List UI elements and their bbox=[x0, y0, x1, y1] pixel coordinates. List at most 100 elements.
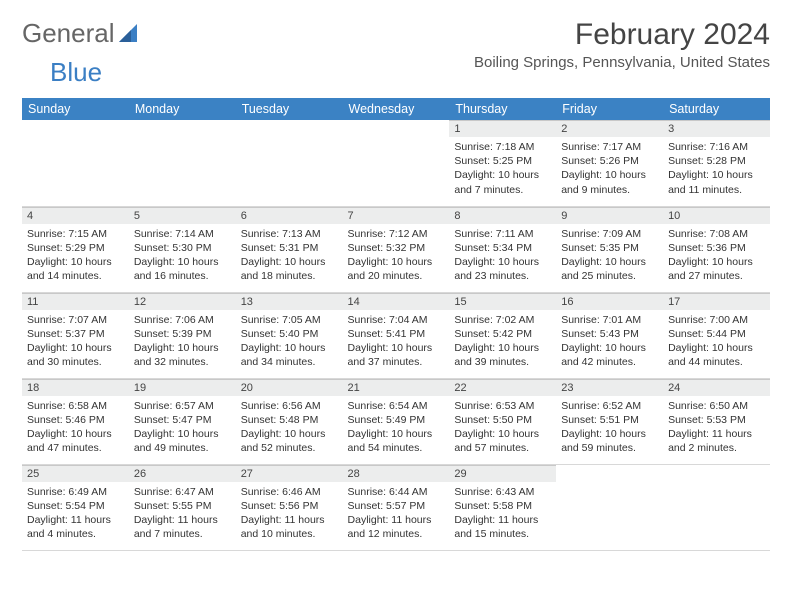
calendar-day-cell: 28Sunrise: 6:44 AMSunset: 5:57 PMDayligh… bbox=[343, 464, 450, 550]
sunset-line: Sunset: 5:41 PM bbox=[348, 327, 445, 341]
title-block: February 2024 Boiling Springs, Pennsylva… bbox=[474, 18, 770, 77]
sunset-line: Sunset: 5:47 PM bbox=[134, 413, 231, 427]
calendar-day-cell: 21Sunrise: 6:54 AMSunset: 5:49 PMDayligh… bbox=[343, 378, 450, 464]
day-number: 7 bbox=[343, 207, 450, 224]
day-number: 22 bbox=[449, 379, 556, 396]
sunrise-line: Sunrise: 6:53 AM bbox=[454, 399, 551, 413]
day-number: 16 bbox=[556, 293, 663, 310]
sunrise-line: Sunrise: 7:18 AM bbox=[454, 140, 551, 154]
day-number: 15 bbox=[449, 293, 556, 310]
day-number: 18 bbox=[22, 379, 129, 396]
calendar-day-cell: 23Sunrise: 6:52 AMSunset: 5:51 PMDayligh… bbox=[556, 378, 663, 464]
day-number: 12 bbox=[129, 293, 236, 310]
sunset-line: Sunset: 5:42 PM bbox=[454, 327, 551, 341]
daylight-line: Daylight: 10 hours and 25 minutes. bbox=[561, 255, 658, 283]
sunset-line: Sunset: 5:26 PM bbox=[561, 154, 658, 168]
sunrise-line: Sunrise: 7:06 AM bbox=[134, 313, 231, 327]
sunrise-line: Sunrise: 6:57 AM bbox=[134, 399, 231, 413]
calendar-day-cell: 29Sunrise: 6:43 AMSunset: 5:58 PMDayligh… bbox=[449, 464, 556, 550]
day-number: 4 bbox=[22, 207, 129, 224]
calendar-empty-cell bbox=[236, 120, 343, 206]
logo: General bbox=[22, 18, 143, 49]
day-details: Sunrise: 7:08 AMSunset: 5:36 PMDaylight:… bbox=[663, 224, 770, 288]
calendar-day-cell: 17Sunrise: 7:00 AMSunset: 5:44 PMDayligh… bbox=[663, 292, 770, 378]
sunrise-line: Sunrise: 7:02 AM bbox=[454, 313, 551, 327]
calendar-day-cell: 26Sunrise: 6:47 AMSunset: 5:55 PMDayligh… bbox=[129, 464, 236, 550]
sunrise-line: Sunrise: 6:47 AM bbox=[134, 485, 231, 499]
day-details: Sunrise: 7:07 AMSunset: 5:37 PMDaylight:… bbox=[22, 310, 129, 374]
daylight-line: Daylight: 10 hours and 11 minutes. bbox=[668, 168, 765, 196]
daylight-line: Daylight: 10 hours and 52 minutes. bbox=[241, 427, 338, 455]
calendar-day-cell: 27Sunrise: 6:46 AMSunset: 5:56 PMDayligh… bbox=[236, 464, 343, 550]
sunrise-line: Sunrise: 6:58 AM bbox=[27, 399, 124, 413]
daylight-line: Daylight: 11 hours and 4 minutes. bbox=[27, 513, 124, 541]
sunrise-line: Sunrise: 7:01 AM bbox=[561, 313, 658, 327]
calendar-empty-cell bbox=[343, 120, 450, 206]
calendar-day-cell: 6Sunrise: 7:13 AMSunset: 5:31 PMDaylight… bbox=[236, 206, 343, 292]
sunrise-line: Sunrise: 7:09 AM bbox=[561, 227, 658, 241]
calendar-empty-cell bbox=[663, 464, 770, 550]
calendar-week-row: 18Sunrise: 6:58 AMSunset: 5:46 PMDayligh… bbox=[22, 378, 770, 464]
calendar-day-cell: 20Sunrise: 6:56 AMSunset: 5:48 PMDayligh… bbox=[236, 378, 343, 464]
day-details: Sunrise: 7:16 AMSunset: 5:28 PMDaylight:… bbox=[663, 137, 770, 201]
sunrise-line: Sunrise: 6:46 AM bbox=[241, 485, 338, 499]
calendar-body: 1Sunrise: 7:18 AMSunset: 5:25 PMDaylight… bbox=[22, 120, 770, 550]
weekday-header: Monday bbox=[129, 98, 236, 120]
day-details: Sunrise: 7:02 AMSunset: 5:42 PMDaylight:… bbox=[449, 310, 556, 374]
day-number: 1 bbox=[449, 120, 556, 137]
day-number: 5 bbox=[129, 207, 236, 224]
calendar-empty-cell bbox=[556, 464, 663, 550]
day-number: 27 bbox=[236, 465, 343, 482]
sunset-line: Sunset: 5:50 PM bbox=[454, 413, 551, 427]
day-details: Sunrise: 6:47 AMSunset: 5:55 PMDaylight:… bbox=[129, 482, 236, 546]
day-details: Sunrise: 7:15 AMSunset: 5:29 PMDaylight:… bbox=[22, 224, 129, 288]
sunset-line: Sunset: 5:46 PM bbox=[27, 413, 124, 427]
day-details: Sunrise: 6:58 AMSunset: 5:46 PMDaylight:… bbox=[22, 396, 129, 460]
day-number: 29 bbox=[449, 465, 556, 482]
day-details: Sunrise: 6:43 AMSunset: 5:58 PMDaylight:… bbox=[449, 482, 556, 546]
day-number: 25 bbox=[22, 465, 129, 482]
day-number: 8 bbox=[449, 207, 556, 224]
logo-text-2: Blue bbox=[50, 57, 102, 88]
calendar-empty-cell bbox=[129, 120, 236, 206]
sunrise-line: Sunrise: 6:54 AM bbox=[348, 399, 445, 413]
calendar-day-cell: 13Sunrise: 7:05 AMSunset: 5:40 PMDayligh… bbox=[236, 292, 343, 378]
sunset-line: Sunset: 5:30 PM bbox=[134, 241, 231, 255]
sunrise-line: Sunrise: 7:00 AM bbox=[668, 313, 765, 327]
day-number: 28 bbox=[343, 465, 450, 482]
daylight-line: Daylight: 10 hours and 16 minutes. bbox=[134, 255, 231, 283]
calendar-empty-cell bbox=[22, 120, 129, 206]
calendar-day-cell: 14Sunrise: 7:04 AMSunset: 5:41 PMDayligh… bbox=[343, 292, 450, 378]
day-number: 20 bbox=[236, 379, 343, 396]
day-number: 9 bbox=[556, 207, 663, 224]
sunset-line: Sunset: 5:36 PM bbox=[668, 241, 765, 255]
calendar-week-row: 11Sunrise: 7:07 AMSunset: 5:37 PMDayligh… bbox=[22, 292, 770, 378]
daylight-line: Daylight: 11 hours and 12 minutes. bbox=[348, 513, 445, 541]
sunrise-line: Sunrise: 7:13 AM bbox=[241, 227, 338, 241]
daylight-line: Daylight: 10 hours and 23 minutes. bbox=[454, 255, 551, 283]
daylight-line: Daylight: 10 hours and 34 minutes. bbox=[241, 341, 338, 369]
day-number: 24 bbox=[663, 379, 770, 396]
sunrise-line: Sunrise: 6:44 AM bbox=[348, 485, 445, 499]
daylight-line: Daylight: 10 hours and 9 minutes. bbox=[561, 168, 658, 196]
weekday-header: Sunday bbox=[22, 98, 129, 120]
sunset-line: Sunset: 5:49 PM bbox=[348, 413, 445, 427]
daylight-line: Daylight: 10 hours and 18 minutes. bbox=[241, 255, 338, 283]
day-number: 13 bbox=[236, 293, 343, 310]
weekday-header: Saturday bbox=[663, 98, 770, 120]
sunset-line: Sunset: 5:40 PM bbox=[241, 327, 338, 341]
daylight-line: Daylight: 11 hours and 2 minutes. bbox=[668, 427, 765, 455]
day-details: Sunrise: 6:57 AMSunset: 5:47 PMDaylight:… bbox=[129, 396, 236, 460]
calendar-week-row: 4Sunrise: 7:15 AMSunset: 5:29 PMDaylight… bbox=[22, 206, 770, 292]
calendar-day-cell: 9Sunrise: 7:09 AMSunset: 5:35 PMDaylight… bbox=[556, 206, 663, 292]
calendar-day-cell: 5Sunrise: 7:14 AMSunset: 5:30 PMDaylight… bbox=[129, 206, 236, 292]
calendar-day-cell: 19Sunrise: 6:57 AMSunset: 5:47 PMDayligh… bbox=[129, 378, 236, 464]
sunset-line: Sunset: 5:58 PM bbox=[454, 499, 551, 513]
weekday-header-row: SundayMondayTuesdayWednesdayThursdayFrid… bbox=[22, 98, 770, 120]
daylight-line: Daylight: 10 hours and 59 minutes. bbox=[561, 427, 658, 455]
daylight-line: Daylight: 10 hours and 7 minutes. bbox=[454, 168, 551, 196]
calendar-table: SundayMondayTuesdayWednesdayThursdayFrid… bbox=[22, 98, 770, 551]
sunset-line: Sunset: 5:34 PM bbox=[454, 241, 551, 255]
sunrise-line: Sunrise: 7:04 AM bbox=[348, 313, 445, 327]
day-details: Sunrise: 7:09 AMSunset: 5:35 PMDaylight:… bbox=[556, 224, 663, 288]
